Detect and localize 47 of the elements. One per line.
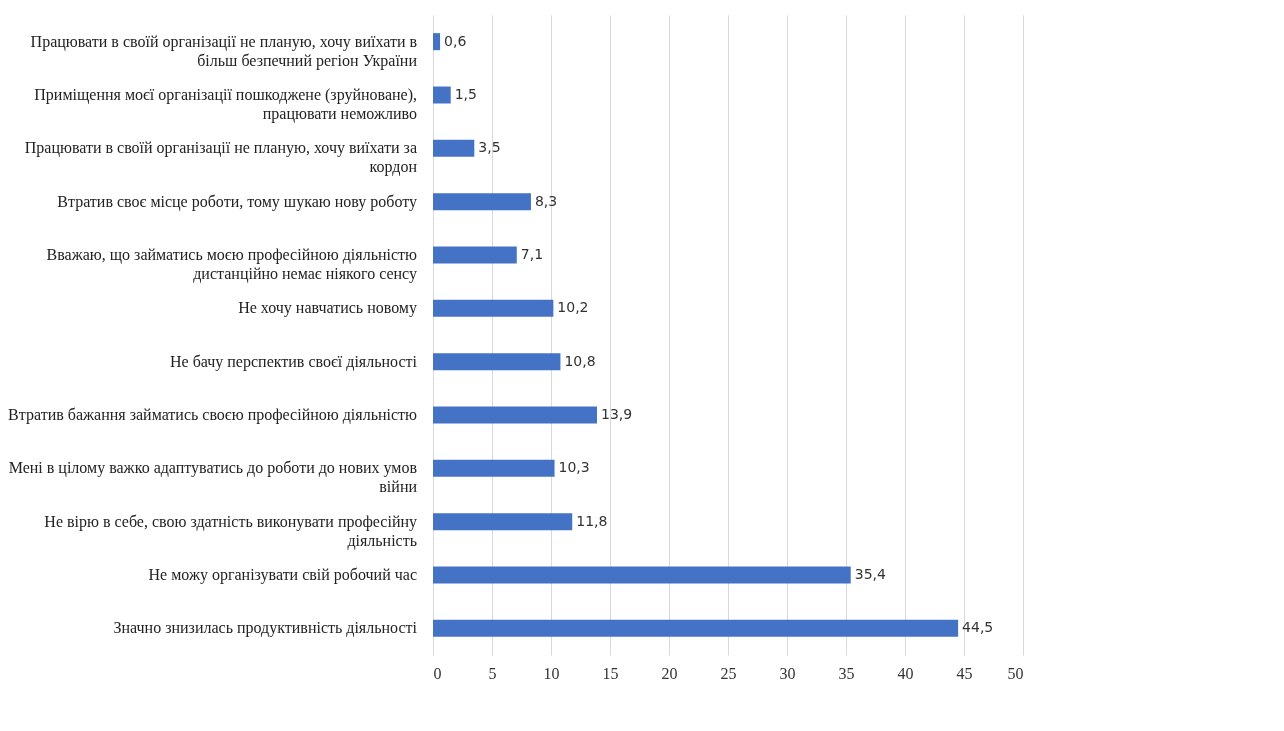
y-tick-label: Значно знизилась продуктивність діяльності bbox=[113, 619, 418, 638]
data-label: 3,5 bbox=[478, 139, 501, 156]
bar bbox=[433, 566, 851, 584]
bar bbox=[433, 299, 554, 317]
y-tick-label: Приміщення моєї організації пошкоджене (зруйноване), працювати неможливо bbox=[34, 86, 417, 123]
bar bbox=[433, 513, 573, 531]
data-label: 0,6 bbox=[444, 32, 467, 49]
data-label: 10,3 bbox=[558, 459, 590, 476]
data-label: 35,4 bbox=[854, 566, 886, 582]
y-tick-label: Втратив бажання займатись своєю професійною діяльністю bbox=[8, 406, 418, 424]
y-tick-label: Вважаю, що займатись моєю професійною діяльністю дистанційно немає ніякого сенсу bbox=[46, 246, 418, 283]
x-tick-label: 50 bbox=[1007, 664, 1024, 682]
data-label: 10,8 bbox=[564, 352, 596, 369]
x-tick-label: 15 bbox=[602, 664, 619, 682]
y-tick-label: Працювати в своїй організації не планую, хочу виїхати за кордон bbox=[24, 139, 418, 177]
x-tick-label: 25 bbox=[720, 664, 737, 682]
data-label: 7,1 bbox=[520, 246, 544, 262]
bar bbox=[433, 86, 451, 104]
x-tick-label: 20 bbox=[661, 664, 678, 682]
bar bbox=[433, 193, 531, 211]
x-tick-label: 30 bbox=[779, 664, 796, 682]
bar bbox=[433, 353, 561, 371]
bar bbox=[433, 619, 959, 637]
x-tick-label: 0 bbox=[433, 664, 442, 682]
x-tick-label: 45 bbox=[956, 664, 973, 682]
x-tick-label: 10 bbox=[543, 664, 560, 682]
data-label: 11,8 bbox=[576, 512, 608, 529]
x-tick-label: 35 bbox=[838, 664, 855, 682]
y-tick-label: Мені в цілому важко адаптуватись до роботи до нових умов війни bbox=[8, 459, 418, 496]
bar bbox=[433, 139, 475, 157]
bar bbox=[433, 406, 598, 424]
y-tick-label: Працювати в своїй організації не планую, хочу виїхати в більш безпечний регіон України bbox=[30, 32, 418, 70]
bar bbox=[433, 246, 517, 264]
data-label: 8,3 bbox=[534, 192, 558, 209]
bar bbox=[433, 33, 441, 51]
y-tick-label: Не бачу перспектив своєї діяльності bbox=[170, 352, 418, 371]
x-tick-label: 40 bbox=[897, 664, 914, 682]
y-tick-label: Втратив своє місце роботи, тому шукаю нову роботу bbox=[57, 192, 417, 211]
y-tick-label: Не вірю в себе, свою здатність виконувати професійну діяльність bbox=[44, 512, 417, 550]
data-label: 44,5 bbox=[962, 619, 994, 636]
data-label: 13,9 bbox=[601, 406, 633, 422]
y-tick-label: Не хочу навчатись новому bbox=[238, 299, 417, 318]
bar bbox=[433, 459, 555, 477]
x-tick-label: 5 bbox=[488, 664, 497, 682]
data-label: 1,5 bbox=[454, 86, 477, 102]
y-tick-label: Не можу організувати свій робочий час bbox=[148, 566, 417, 584]
data-label: 10,2 bbox=[557, 299, 589, 316]
